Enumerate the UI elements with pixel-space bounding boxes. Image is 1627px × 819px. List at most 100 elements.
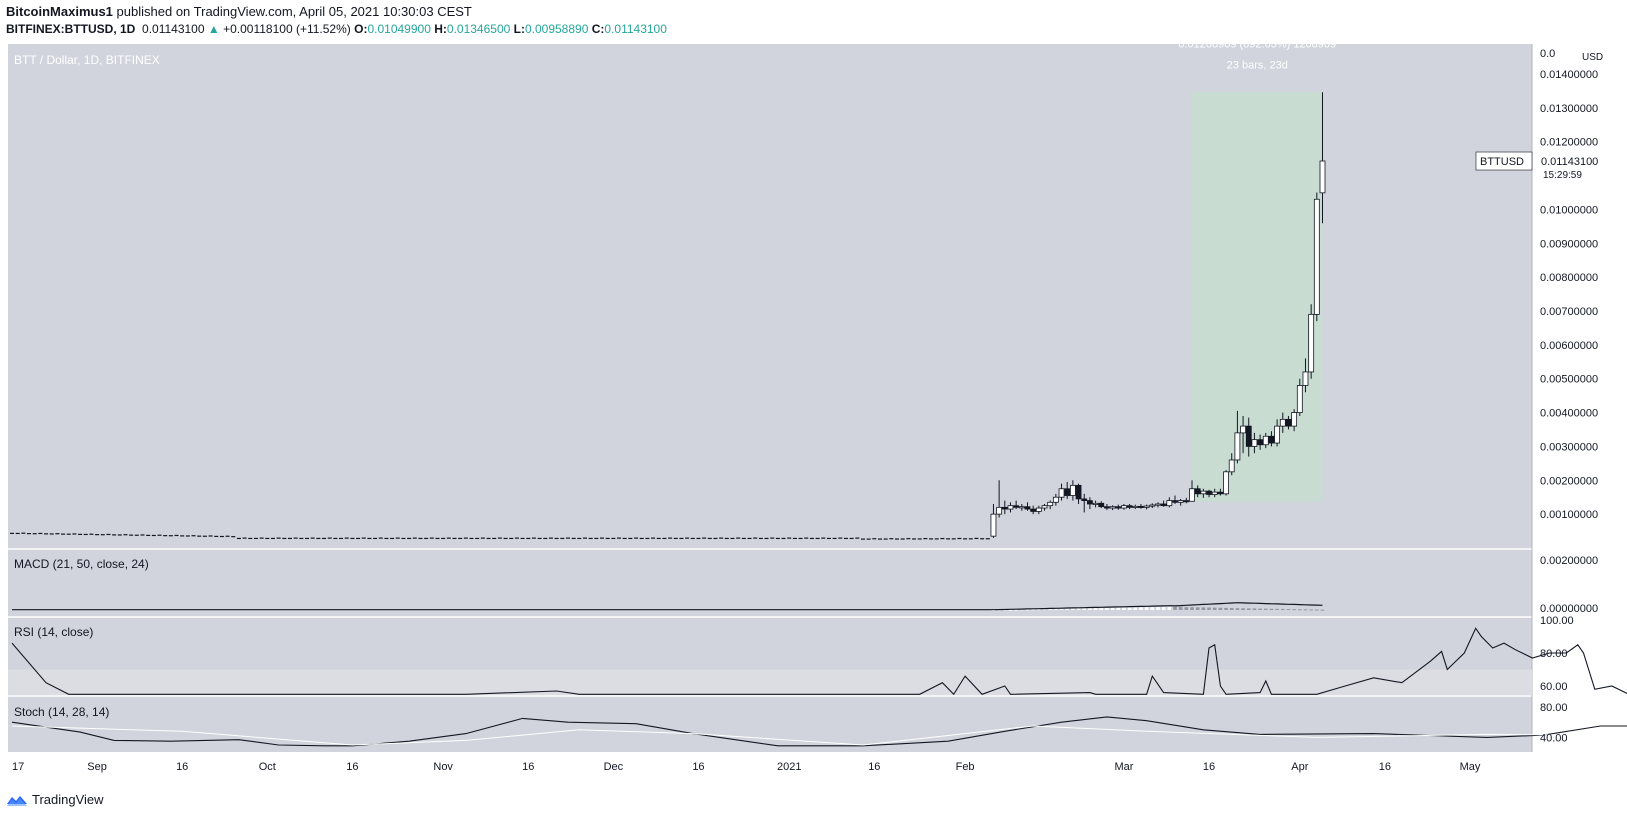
candle (242, 537, 247, 539)
price-axis-background (1533, 44, 1627, 752)
candle (180, 535, 185, 537)
candle (378, 537, 383, 539)
candle (923, 537, 928, 540)
candle-body (1313, 198, 1320, 315)
author-name[interactable]: BitcoinMaximus1 (6, 4, 113, 19)
price-tick-label: 0.00600000 (1540, 340, 1598, 352)
candle-body (1069, 484, 1076, 496)
candle-body (996, 506, 1003, 515)
candle (702, 537, 707, 539)
stoch-tick-label: 80.00 (1540, 702, 1568, 714)
macd-histogram-bar (1207, 607, 1211, 610)
time-tick-label: Apr (1291, 761, 1308, 773)
candle (781, 537, 786, 540)
candle (327, 537, 332, 539)
time-tick-label: 16 (692, 761, 704, 773)
candle (10, 532, 14, 534)
candle (333, 537, 338, 540)
candle (577, 537, 582, 540)
candle (265, 537, 270, 540)
candle (401, 537, 406, 540)
candle (429, 537, 434, 539)
candle-body (1251, 439, 1258, 447)
price-range-box (1192, 92, 1323, 502)
candle-body (1262, 435, 1269, 446)
macd-histogram-bar (1076, 608, 1081, 610)
candle (469, 537, 474, 540)
candle (55, 533, 60, 535)
candle (480, 537, 485, 539)
candle-body (1024, 506, 1031, 510)
candle (974, 537, 979, 540)
candle (940, 537, 945, 540)
macd-histogram-bar (1320, 609, 1325, 611)
candle (463, 537, 468, 539)
price-tick-label: 0.01200000 (1540, 137, 1598, 149)
candle (815, 537, 820, 540)
low-key: L: (513, 22, 525, 36)
candle (611, 537, 616, 540)
open-value: 0.01049900 (367, 22, 431, 36)
candle (27, 533, 32, 535)
candle (860, 538, 865, 540)
macd-histogram-bar (1258, 608, 1262, 610)
candle (458, 537, 463, 540)
candle (497, 537, 502, 539)
candle (662, 537, 667, 540)
candle (253, 537, 258, 540)
candle (157, 534, 162, 536)
macd-histogram-bar (1105, 608, 1109, 610)
candle-body (1223, 471, 1229, 495)
candle (951, 538, 956, 540)
candle (276, 537, 281, 539)
candle (605, 537, 610, 540)
macd-histogram-bar (1156, 607, 1160, 610)
candle (980, 538, 985, 540)
price-tick-label: 0.00300000 (1540, 441, 1598, 453)
candle (117, 534, 122, 536)
macd-histogram-bar (1139, 607, 1143, 610)
candle (282, 537, 287, 540)
candle (957, 537, 962, 540)
candle (168, 535, 173, 537)
candle (259, 537, 264, 539)
candle (696, 537, 701, 540)
candle-body (1126, 505, 1133, 508)
candle (270, 537, 275, 540)
candle (293, 537, 298, 539)
time-tick-label: 17 (12, 761, 24, 773)
time-tick-label: 16 (176, 761, 188, 773)
candle (826, 537, 831, 540)
candle (900, 538, 905, 540)
candle (185, 535, 190, 537)
candle-body (1086, 500, 1093, 505)
macd-histogram-bar (1133, 607, 1138, 610)
candle (849, 537, 854, 540)
candle (798, 537, 803, 540)
candle (287, 537, 292, 540)
rsi-line (11, 627, 1627, 696)
candle-body (1166, 500, 1173, 507)
candle (339, 537, 344, 540)
price-tick-label: 0.00900000 (1540, 238, 1598, 250)
macd-histogram-bar (1252, 608, 1257, 610)
main-chart-title: BTT / Dollar, 1D, BITFINEX (14, 53, 160, 67)
candle (441, 537, 446, 540)
candle (617, 537, 622, 539)
rsi-tick-label: 100.00 (1540, 615, 1574, 627)
macd-histogram-bar (1116, 607, 1121, 610)
candle (634, 537, 639, 539)
price-tick-label: 0.00200000 (1540, 475, 1598, 487)
candle (322, 537, 327, 540)
candle-body (1160, 503, 1167, 507)
time-tick-label: Dec (604, 761, 624, 773)
high-value: 0.01346500 (446, 22, 511, 36)
candle (225, 535, 230, 537)
candle (724, 537, 729, 540)
candle (821, 537, 826, 539)
candle (792, 537, 797, 540)
tradingview-footer[interactable]: TradingView (6, 792, 104, 807)
candle (639, 537, 644, 540)
time-tick-label: May (1460, 761, 1481, 773)
